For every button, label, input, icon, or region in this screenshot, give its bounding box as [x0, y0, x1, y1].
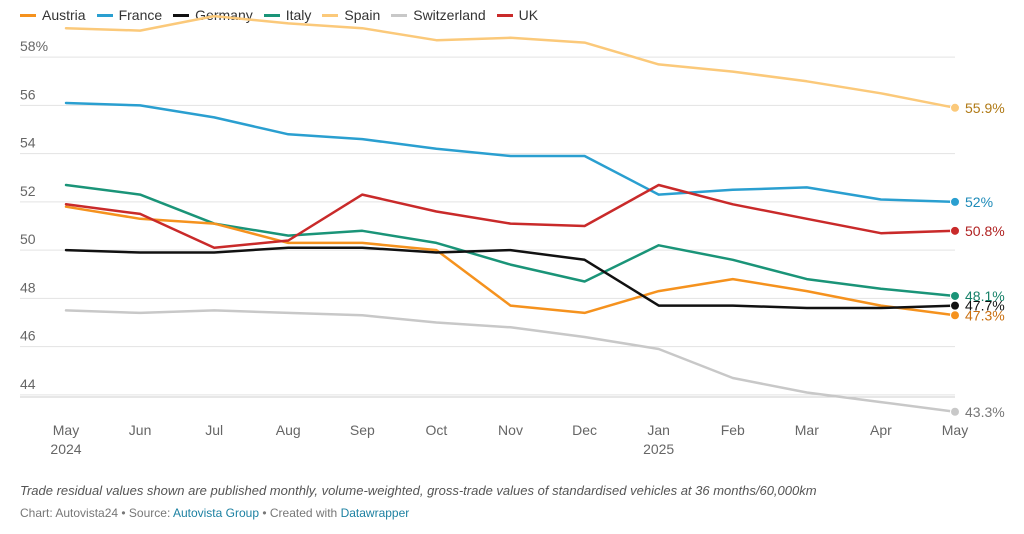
y-tick-label: 56 — [20, 86, 36, 102]
x-tick-label: May — [53, 422, 79, 438]
legend-swatch — [173, 13, 190, 17]
created-with-text: • Created with — [259, 506, 341, 520]
y-tick-label: 54 — [20, 135, 36, 151]
legend-label: Italy — [285, 7, 312, 23]
x-tick-label: Jun — [129, 422, 152, 438]
chart-legend: Austria France Germany Italy Spain Switzerlan… — [20, 5, 549, 25]
end-label-switzerland: 43.3% — [965, 404, 1005, 420]
legend-label: Spain — [344, 7, 381, 23]
legend-label: France — [118, 7, 163, 23]
x-tick-label: Oct — [426, 422, 448, 438]
x-tick-label: Aug — [276, 422, 301, 438]
x-tick-label: Dec — [572, 422, 597, 438]
datawrapper-link[interactable]: Datawrapper — [340, 506, 410, 520]
legend-swatch — [391, 13, 408, 17]
legend-swatch — [96, 13, 113, 17]
y-axis-ticks: 44 46 48 50 52 54 56 58% — [20, 38, 48, 392]
series-line-austria — [64, 205, 957, 317]
end-point-germany — [950, 300, 960, 311]
x-axis-ticks: May Jun Jul Aug Sep Oct Nov Dec Jan Feb Mar Apr May 2… — [50, 422, 968, 457]
x-tick-label: Nov — [498, 422, 523, 438]
series-line-france — [64, 101, 957, 204]
end-labels: 47.3% 52% 47.7%48.1% 55.9% 43.3% 50.8% — [965, 100, 1005, 420]
series-lines — [64, 14, 960, 417]
end-label-france: 52% — [965, 194, 993, 210]
series-line-germany — [64, 246, 957, 310]
end-label-spain: 55.9% — [965, 100, 1005, 116]
legend-item: UK — [496, 7, 539, 23]
end-point-uk — [950, 225, 960, 236]
y-tick-label: 58% — [20, 38, 48, 54]
legend-label: Austria — [42, 7, 86, 23]
legend-item: Spain — [322, 7, 380, 23]
x-tick-label: Mar — [795, 422, 819, 438]
end-point-austria — [950, 310, 960, 321]
x-year-label: 2024 — [50, 441, 81, 457]
end-point-france — [950, 196, 960, 207]
x-tick-label: Sep — [350, 422, 375, 438]
series-line-uk — [64, 183, 957, 249]
chart-caption: Trade residual values shown are publishe… — [20, 483, 817, 498]
series-line-spain — [64, 14, 957, 110]
series-line-switzerland — [64, 309, 957, 414]
end-point-switzerland — [950, 406, 960, 417]
legend-label: Switzerland — [413, 7, 486, 23]
x-tick-label: Apr — [870, 422, 892, 438]
x-tick-label: Feb — [721, 422, 745, 438]
legend-label: UK — [518, 7, 539, 23]
legend-swatch — [263, 13, 280, 17]
end-point-italy — [950, 290, 960, 301]
end-point-spain — [950, 102, 960, 113]
y-tick-label: 50 — [20, 231, 36, 247]
legend-item: Italy — [263, 7, 312, 23]
y-tick-label: 46 — [20, 328, 36, 344]
chart-credit: Chart: Autovista24 • Source: — [20, 506, 173, 520]
legend-item: Austria — [20, 7, 86, 23]
legend-swatch — [322, 13, 339, 17]
end-label-austria: 47.3% — [965, 307, 1005, 323]
x-tick-label: Jan — [647, 422, 670, 438]
end-label-uk: 50.8% — [965, 223, 1005, 239]
y-tick-label: 52 — [20, 183, 36, 199]
x-tick-label: Jul — [205, 422, 223, 438]
x-tick-label: May — [942, 422, 968, 438]
legend-item: France — [96, 7, 163, 23]
x-year-label: 2025 — [643, 441, 674, 457]
end-label-germany: 47.7% — [965, 298, 1005, 314]
source-link[interactable]: Autovista Group — [172, 506, 259, 520]
y-tick-label: 48 — [20, 279, 36, 295]
legend-item: Switzerland — [391, 7, 486, 23]
legend-swatch — [496, 13, 513, 17]
legend-swatch — [20, 13, 36, 17]
y-tick-label: 44 — [20, 376, 36, 392]
end-label-italy: 48.1% — [965, 288, 1005, 304]
chart-source-line: Chart: Autovista24 • Source: Autovista G… — [20, 506, 409, 520]
